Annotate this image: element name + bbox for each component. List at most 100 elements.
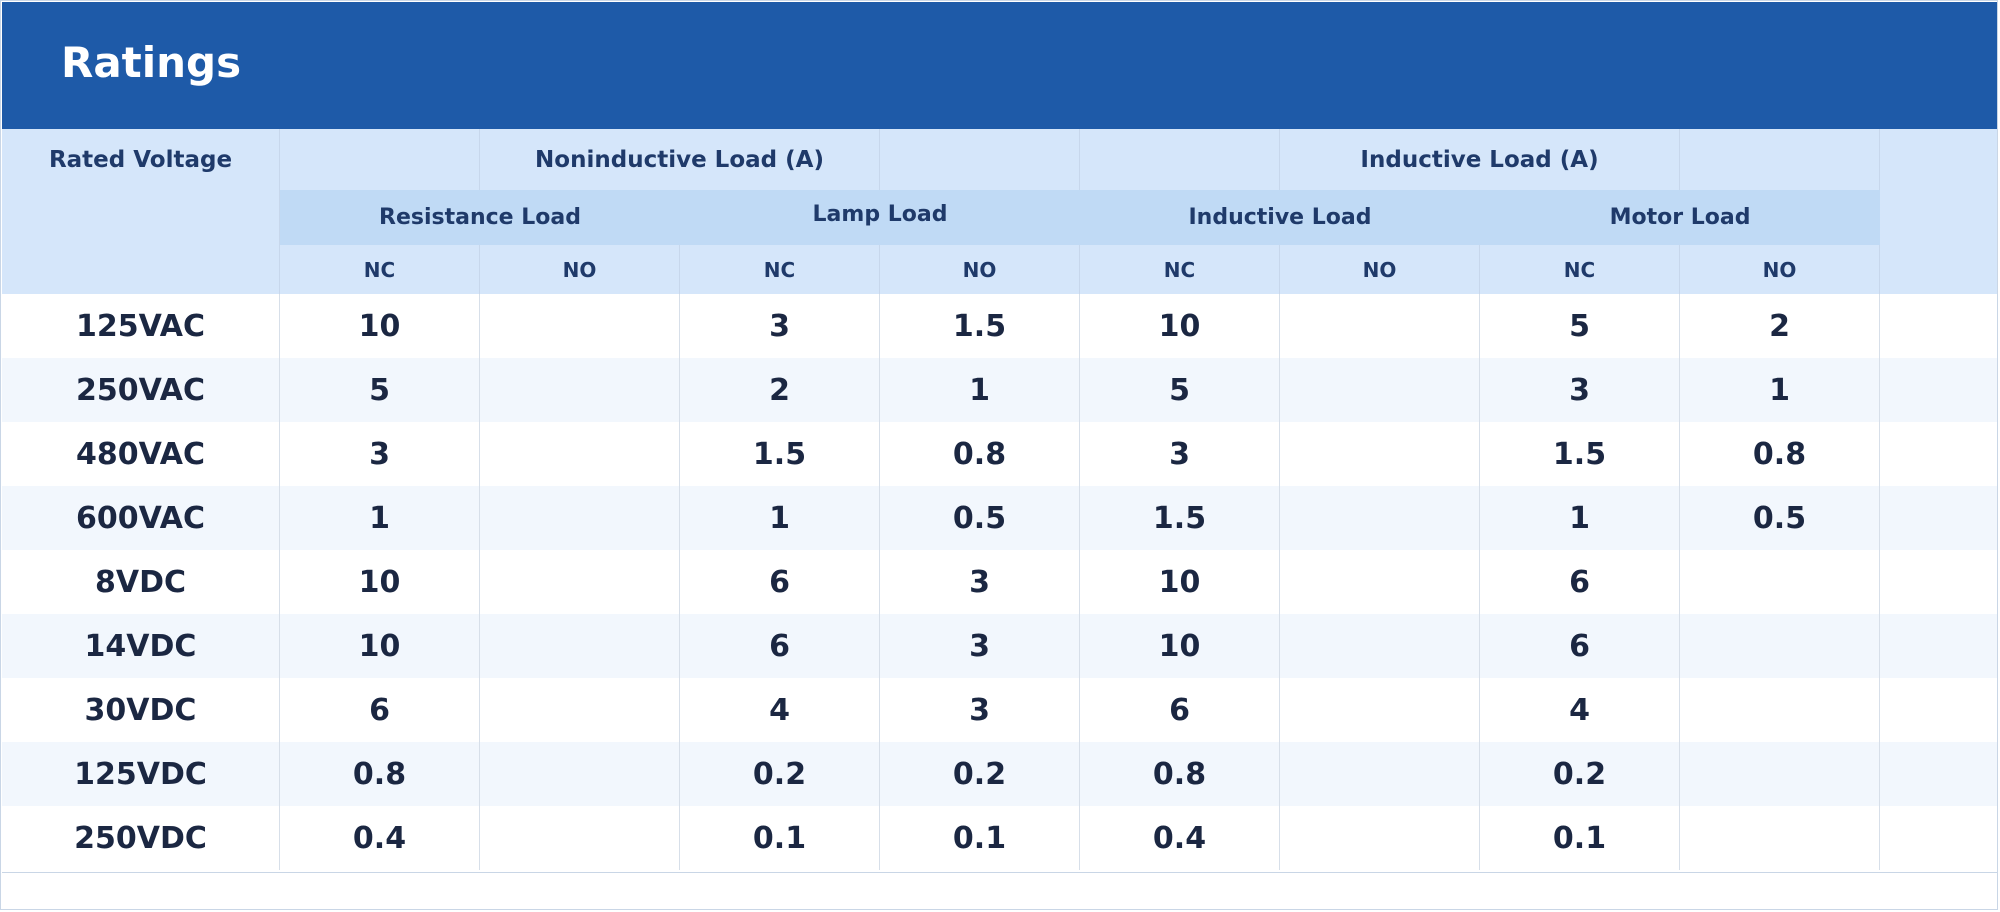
header-motor-load: Motor Load: [1480, 190, 1880, 245]
rating-value-cell: 0.1: [880, 806, 1080, 870]
rating-value-cell: 1: [680, 486, 880, 550]
rating-value-cell: 5: [1480, 294, 1680, 358]
page-title: Ratings: [61, 38, 242, 87]
rating-value-cell: [480, 806, 680, 870]
rated-voltage-cell: 30VDC: [2, 678, 280, 742]
rating-value-cell: 0.8: [1080, 742, 1280, 806]
header-contact-no: NO: [880, 245, 1080, 294]
rating-value-cell: 3: [880, 614, 1080, 678]
rating-value-cell: [1280, 358, 1480, 422]
rating-value-cell: 0.8: [1680, 422, 1880, 486]
rating-value-cell: 0.2: [680, 742, 880, 806]
rating-value-cell: [480, 358, 680, 422]
rating-value-cell: 1: [1480, 486, 1680, 550]
rating-value-cell: [1280, 678, 1480, 742]
rating-value-cell: 5: [280, 358, 480, 422]
rating-value-cell: 0.4: [280, 806, 480, 870]
header-blank: [1880, 190, 1997, 245]
rating-value-cell: [1680, 678, 1880, 742]
rating-value-cell: 10: [280, 614, 480, 678]
rating-value-cell: 4: [1480, 678, 1680, 742]
rating-value-cell: 10: [1080, 550, 1280, 614]
header-inductive-sub-load: Inductive Load: [1080, 190, 1480, 245]
rating-value-cell: 3: [680, 294, 880, 358]
rating-value-cell: 5: [1080, 358, 1280, 422]
rating-value-cell: 2: [680, 358, 880, 422]
rating-value-cell: 1.5: [680, 422, 880, 486]
rating-value-cell: 6: [680, 614, 880, 678]
rating-value-cell: 0.4: [1080, 806, 1280, 870]
table-bottom-rule: [2, 872, 1997, 873]
header-spacer: [280, 129, 480, 190]
rating-value-cell: 1.5: [1080, 486, 1280, 550]
rating-value-cell: 10: [280, 294, 480, 358]
header-resistance-load: Resistance Load: [280, 190, 680, 245]
rated-voltage-cell: 125VAC: [2, 294, 280, 358]
rating-value-cell: [480, 742, 680, 806]
header-blank: [2, 190, 280, 245]
rating-value-cell: 3: [1080, 422, 1280, 486]
rated-voltage-cell: 250VAC: [2, 358, 280, 422]
rating-value-cell: [480, 486, 680, 550]
rating-value-cell: [480, 294, 680, 358]
rating-value-cell: 6: [1480, 614, 1680, 678]
rating-value-cell: 3: [1480, 358, 1680, 422]
ratings-table: Rated Voltage Noninductive Load (A) Indu…: [2, 129, 1997, 870]
rated-voltage-cell: 125VDC: [2, 742, 280, 806]
rating-value-cell: 6: [280, 678, 480, 742]
header-contact-no: NO: [1680, 245, 1880, 294]
rating-value-cell: 1: [880, 358, 1080, 422]
rating-value-cell: [480, 422, 680, 486]
rating-value-cell: 0.8: [280, 742, 480, 806]
rating-value-cell: 0.5: [880, 486, 1080, 550]
trailing-blank-cell: [1880, 358, 1997, 422]
trailing-blank-cell: [1880, 806, 1997, 870]
rating-value-cell: 0.8: [880, 422, 1080, 486]
header-contact-nc: NC: [1480, 245, 1680, 294]
rating-value-cell: 1.5: [880, 294, 1080, 358]
rating-value-cell: 1.5: [1480, 422, 1680, 486]
rating-value-cell: [1280, 422, 1480, 486]
rating-value-cell: [1680, 742, 1880, 806]
header-spacer: [1880, 129, 1997, 190]
header-contact-no: NO: [480, 245, 680, 294]
rating-value-cell: [1280, 614, 1480, 678]
rated-voltage-cell: 14VDC: [2, 614, 280, 678]
rating-value-cell: 1: [280, 486, 480, 550]
title-bar: Ratings: [2, 2, 1997, 129]
trailing-blank-cell: [1880, 614, 1997, 678]
rated-voltage-cell: 480VAC: [2, 422, 280, 486]
rating-value-cell: [480, 550, 680, 614]
rating-value-cell: 1: [1680, 358, 1880, 422]
rating-value-cell: 0.1: [680, 806, 880, 870]
rating-value-cell: 10: [280, 550, 480, 614]
rating-value-cell: [1280, 294, 1480, 358]
rating-value-cell: 10: [1080, 294, 1280, 358]
header-inductive-load: Inductive Load (A): [1280, 129, 1680, 190]
header-contact-nc: NC: [680, 245, 880, 294]
rating-value-cell: [1280, 550, 1480, 614]
header-rated-voltage: Rated Voltage: [2, 129, 280, 190]
rating-value-cell: 0.2: [880, 742, 1080, 806]
rating-value-cell: 0.5: [1680, 486, 1880, 550]
rating-value-cell: [480, 678, 680, 742]
trailing-blank-cell: [1880, 486, 1997, 550]
rating-value-cell: 2: [1680, 294, 1880, 358]
rating-value-cell: [1680, 614, 1880, 678]
rated-voltage-cell: 250VDC: [2, 806, 280, 870]
header-spacer: [1680, 129, 1880, 190]
header-contact-nc: NC: [1080, 245, 1280, 294]
rating-value-cell: 0.2: [1480, 742, 1680, 806]
rating-value-cell: [1280, 742, 1480, 806]
rating-value-cell: 3: [880, 678, 1080, 742]
header-contact-nc: NC: [280, 245, 480, 294]
trailing-blank-cell: [1880, 550, 1997, 614]
trailing-blank-cell: [1880, 742, 1997, 806]
header-blank: [1880, 245, 1997, 294]
rating-value-cell: 6: [680, 550, 880, 614]
rating-value-cell: [480, 614, 680, 678]
rating-value-cell: [1280, 486, 1480, 550]
rating-value-cell: 3: [880, 550, 1080, 614]
header-blank: [2, 245, 280, 294]
header-contact-no: NO: [1280, 245, 1480, 294]
